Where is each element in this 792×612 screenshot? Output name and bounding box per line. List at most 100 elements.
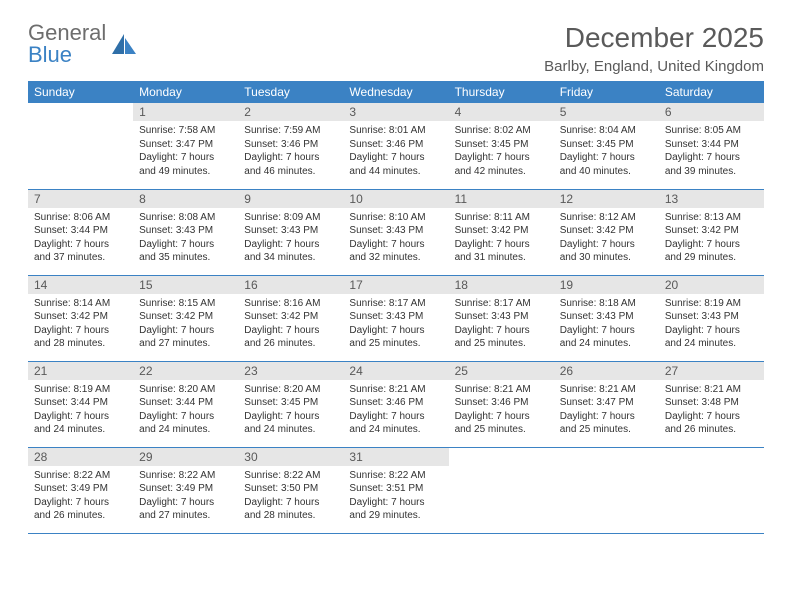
sunset-line: Sunset: 3:46 PM xyxy=(349,138,442,152)
daylight-line: Daylight: 7 hours and 29 minutes. xyxy=(665,238,758,265)
sunset-line: Sunset: 3:42 PM xyxy=(34,310,127,324)
day-body: Sunrise: 8:22 AMSunset: 3:49 PMDaylight:… xyxy=(28,466,133,527)
weekday-header: Friday xyxy=(554,81,659,103)
day-body: Sunrise: 8:06 AMSunset: 3:44 PMDaylight:… xyxy=(28,208,133,269)
day-number: 21 xyxy=(28,362,133,380)
sunrise-line: Sunrise: 8:20 AM xyxy=(139,383,232,397)
calendar-cell: 17Sunrise: 8:17 AMSunset: 3:43 PMDayligh… xyxy=(343,275,448,361)
day-number: 13 xyxy=(659,190,764,208)
daylight-line: Daylight: 7 hours and 37 minutes. xyxy=(34,238,127,265)
day-body: Sunrise: 8:22 AMSunset: 3:50 PMDaylight:… xyxy=(238,466,343,527)
day-number: 10 xyxy=(343,190,448,208)
calendar-cell: 22 Sunrise: 8:20 AMSunset: 3:44 PMDayligh… xyxy=(133,361,238,447)
sunset-line: Sunset: 3:42 PM xyxy=(455,224,548,238)
sunrise-line: Sunrise: 8:22 AM xyxy=(244,469,337,483)
calendar-cell: 9Sunrise: 8:09 AMSunset: 3:43 PMDaylight… xyxy=(238,189,343,275)
daylight-line: Daylight: 7 hours and 39 minutes. xyxy=(665,151,758,178)
daylight-line: Daylight: 7 hours and 25 minutes. xyxy=(455,324,548,351)
daylight-line: Daylight: 7 hours and 28 minutes. xyxy=(34,324,127,351)
daylight-line: Daylight: 7 hours and 35 minutes. xyxy=(139,238,232,265)
day-body: Sunrise: 8:21 AMSunset: 3:47 PMDaylight:… xyxy=(554,380,659,441)
day-body: Sunrise: 8:20 AMSunset: 3:45 PMDaylight:… xyxy=(238,380,343,441)
sunrise-line: Sunrise: 8:10 AM xyxy=(349,211,442,225)
daylight-line: Daylight: 7 hours and 26 minutes. xyxy=(244,324,337,351)
day-body: Sunrise: 8:10 AMSunset: 3:43 PMDaylight:… xyxy=(343,208,448,269)
sunset-line: Sunset: 3:44 PM xyxy=(34,224,127,238)
day-number: 25 xyxy=(449,362,554,380)
day-number: 31 xyxy=(343,448,448,466)
day-number: 26 xyxy=(554,362,659,380)
calendar-cell: 24Sunrise: 8:21 AMSunset: 3:46 PMDayligh… xyxy=(343,361,448,447)
day-body: Sunrise: 8:22 AMSunset: 3:49 PMDaylight:… xyxy=(133,466,238,527)
day-number: 12 xyxy=(554,190,659,208)
sunset-line: Sunset: 3:51 PM xyxy=(349,482,442,496)
sunset-line: Sunset: 3:42 PM xyxy=(244,310,337,324)
sunrise-line: Sunrise: 8:17 AM xyxy=(455,297,548,311)
sunset-line: Sunset: 3:50 PM xyxy=(244,482,337,496)
calendar-cell: 19Sunrise: 8:18 AMSunset: 3:43 PMDayligh… xyxy=(554,275,659,361)
day-number: 4 xyxy=(449,103,554,121)
logo-text-blue: Blue xyxy=(28,42,72,67)
calendar-cell: 4Sunrise: 8:02 AMSunset: 3:45 PMDaylight… xyxy=(449,103,554,189)
day-number: 9 xyxy=(238,190,343,208)
sunset-line: Sunset: 3:43 PM xyxy=(665,310,758,324)
daylight-line: Daylight: 7 hours and 25 minutes. xyxy=(349,324,442,351)
sunrise-line: Sunrise: 8:11 AM xyxy=(455,211,548,225)
calendar-cell: 1Sunrise: 7:58 AMSunset: 3:47 PMDaylight… xyxy=(133,103,238,189)
day-body: Sunrise: 8:09 AMSunset: 3:43 PMDaylight:… xyxy=(238,208,343,269)
day-body: Sunrise: 8:19 AMSunset: 3:43 PMDaylight:… xyxy=(659,294,764,355)
sunset-line: Sunset: 3:44 PM xyxy=(139,396,232,410)
day-number: 11 xyxy=(449,190,554,208)
sunset-line: Sunset: 3:43 PM xyxy=(244,224,337,238)
sunrise-line: Sunrise: 7:59 AM xyxy=(244,124,337,138)
sunset-line: Sunset: 3:45 PM xyxy=(244,396,337,410)
sunset-line: Sunset: 3:46 PM xyxy=(349,396,442,410)
daylight-line: Daylight: 7 hours and 26 minutes. xyxy=(665,410,758,437)
day-body: Sunrise: 8:19 AMSunset: 3:44 PMDaylight:… xyxy=(28,380,133,441)
daylight-line: Daylight: 7 hours and 28 minutes. xyxy=(244,496,337,523)
day-body: Sunrise: 8:22 AMSunset: 3:51 PMDaylight:… xyxy=(343,466,448,527)
day-body: Sunrise: 8:01 AMSunset: 3:46 PMDaylight:… xyxy=(343,121,448,182)
calendar-cell: 12Sunrise: 8:12 AMSunset: 3:42 PMDayligh… xyxy=(554,189,659,275)
daylight-line: Daylight: 7 hours and 29 minutes. xyxy=(349,496,442,523)
logo: General Blue xyxy=(28,22,138,66)
sunrise-line: Sunrise: 8:18 AM xyxy=(560,297,653,311)
sunset-line: Sunset: 3:47 PM xyxy=(560,396,653,410)
daylight-line: Daylight: 7 hours and 32 minutes. xyxy=(349,238,442,265)
calendar-cell: 20Sunrise: 8:19 AMSunset: 3:43 PMDayligh… xyxy=(659,275,764,361)
daylight-line: Daylight: 7 hours and 27 minutes. xyxy=(139,496,232,523)
calendar-cell: 6Sunrise: 8:05 AMSunset: 3:44 PMDaylight… xyxy=(659,103,764,189)
weekday-header: Saturday xyxy=(659,81,764,103)
calendar-cell: 29Sunrise: 8:22 AMSunset: 3:49 PMDayligh… xyxy=(133,447,238,533)
calendar-cell: 21Sunrise: 8:19 AMSunset: 3:44 PMDayligh… xyxy=(28,361,133,447)
daylight-line: Daylight: 7 hours and 24 minutes. xyxy=(139,410,232,437)
sunrise-line: Sunrise: 8:21 AM xyxy=(665,383,758,397)
daylight-line: Daylight: 7 hours and 34 minutes. xyxy=(244,238,337,265)
weekday-header: Monday xyxy=(133,81,238,103)
calendar-cell: 8Sunrise: 8:08 AMSunset: 3:43 PMDaylight… xyxy=(133,189,238,275)
daylight-line: Daylight: 7 hours and 40 minutes. xyxy=(560,151,653,178)
day-body: Sunrise: 8:17 AMSunset: 3:43 PMDaylight:… xyxy=(343,294,448,355)
day-number: 17 xyxy=(343,276,448,294)
logo-sail-icon xyxy=(110,32,138,56)
sunset-line: Sunset: 3:42 PM xyxy=(665,224,758,238)
topbar: General Blue December 2025 Barlby, Engla… xyxy=(28,22,764,75)
logo-text: General Blue xyxy=(28,22,106,66)
calendar-cell xyxy=(449,447,554,533)
day-body: Sunrise: 8:02 AMSunset: 3:45 PMDaylight:… xyxy=(449,121,554,182)
sunrise-line: Sunrise: 8:05 AM xyxy=(665,124,758,138)
sunset-line: Sunset: 3:43 PM xyxy=(349,224,442,238)
sunrise-line: Sunrise: 8:21 AM xyxy=(560,383,653,397)
calendar-week-row: 14Sunrise: 8:14 AMSunset: 3:42 PMDayligh… xyxy=(28,275,764,361)
day-body: Sunrise: 8:21 AMSunset: 3:46 PMDaylight:… xyxy=(449,380,554,441)
calendar-cell: 10Sunrise: 8:10 AMSunset: 3:43 PMDayligh… xyxy=(343,189,448,275)
sunrise-line: Sunrise: 8:19 AM xyxy=(34,383,127,397)
sunset-line: Sunset: 3:45 PM xyxy=(560,138,653,152)
day-number: 3 xyxy=(343,103,448,121)
daylight-line: Daylight: 7 hours and 42 minutes. xyxy=(455,151,548,178)
day-number: 5 xyxy=(554,103,659,121)
sunset-line: Sunset: 3:43 PM xyxy=(349,310,442,324)
day-body: Sunrise: 7:58 AMSunset: 3:47 PMDaylight:… xyxy=(133,121,238,182)
sunset-line: Sunset: 3:47 PM xyxy=(139,138,232,152)
day-number: 22 xyxy=(133,362,238,380)
